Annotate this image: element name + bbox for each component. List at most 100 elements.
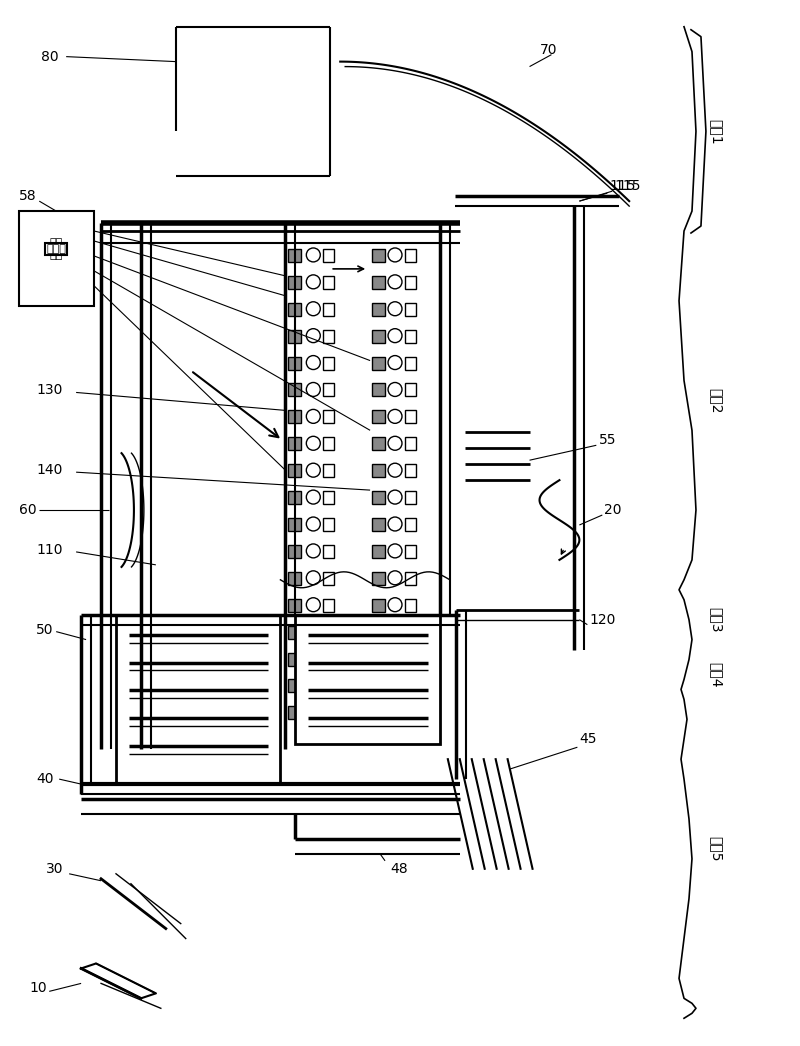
Bar (372, 384, 385, 396)
Bar (372, 249, 385, 262)
Bar (405, 598, 416, 612)
Text: 45: 45 (579, 732, 597, 746)
Bar (372, 276, 385, 289)
Bar (372, 572, 385, 585)
Bar (323, 598, 334, 612)
Bar (405, 384, 416, 396)
Bar (288, 249, 302, 262)
Bar (405, 680, 416, 692)
Text: 区域2: 区域2 (709, 388, 723, 413)
Bar (405, 410, 416, 424)
Text: 80: 80 (42, 49, 59, 64)
Bar (288, 598, 302, 612)
Bar (288, 492, 302, 504)
Bar (372, 357, 385, 369)
Bar (372, 598, 385, 612)
Text: 48: 48 (390, 862, 408, 876)
Text: 10: 10 (30, 981, 47, 996)
Text: 50: 50 (36, 622, 54, 637)
Bar (288, 437, 302, 450)
Bar (288, 680, 302, 692)
Bar (405, 302, 416, 316)
Bar (372, 680, 385, 692)
Text: 115: 115 (610, 179, 636, 194)
Bar (288, 545, 302, 558)
Text: 115: 115 (614, 179, 641, 194)
Text: 控制器: 控制器 (46, 244, 66, 254)
Bar (372, 302, 385, 316)
Text: 58: 58 (19, 189, 37, 203)
Bar (405, 545, 416, 558)
Text: 120: 120 (590, 613, 616, 627)
Bar (288, 706, 302, 720)
Bar (288, 572, 302, 585)
Bar (405, 653, 416, 665)
Bar (323, 357, 334, 369)
Text: 60: 60 (19, 503, 37, 517)
Bar (405, 492, 416, 504)
Text: 区域4: 区域4 (709, 662, 723, 687)
Bar (288, 410, 302, 424)
Text: 区域1: 区域1 (709, 118, 723, 144)
Bar (405, 357, 416, 369)
Bar (288, 653, 302, 665)
Bar (372, 545, 385, 558)
Bar (372, 464, 385, 477)
Bar (323, 276, 334, 289)
Bar (372, 410, 385, 424)
Bar (372, 706, 385, 720)
Bar (405, 437, 416, 450)
Text: 140: 140 (36, 463, 62, 477)
Bar (323, 653, 334, 665)
Bar (405, 464, 416, 477)
Bar (323, 437, 334, 450)
Bar (323, 464, 334, 477)
Text: 55: 55 (599, 433, 617, 448)
Bar (372, 437, 385, 450)
Text: 110: 110 (36, 543, 62, 556)
Bar (323, 680, 334, 692)
Bar (288, 464, 302, 477)
Bar (405, 572, 416, 585)
Bar (323, 384, 334, 396)
Bar (372, 329, 385, 343)
Bar (323, 545, 334, 558)
Bar (405, 518, 416, 531)
Bar (323, 492, 334, 504)
Bar (372, 518, 385, 531)
Bar (323, 572, 334, 585)
Bar (19, 211, 94, 305)
Bar (295, 615, 440, 745)
Bar (323, 249, 334, 262)
Bar (372, 492, 385, 504)
Text: 130: 130 (36, 384, 62, 397)
Bar (288, 357, 302, 369)
Bar (372, 653, 385, 665)
Bar (405, 249, 416, 262)
Bar (323, 410, 334, 424)
Bar (288, 626, 302, 639)
Bar (323, 329, 334, 343)
Text: 70: 70 (539, 43, 557, 56)
Bar (288, 329, 302, 343)
Bar (288, 384, 302, 396)
Bar (323, 302, 334, 316)
Bar (405, 329, 416, 343)
Bar (372, 626, 385, 639)
Bar (405, 706, 416, 720)
Bar (323, 626, 334, 639)
Text: 区域3: 区域3 (709, 607, 723, 633)
Bar (323, 518, 334, 531)
Text: 40: 40 (36, 772, 54, 787)
Text: 30: 30 (46, 862, 64, 876)
Text: 20: 20 (604, 503, 622, 517)
Bar (405, 626, 416, 639)
Bar (288, 302, 302, 316)
Bar (288, 276, 302, 289)
Bar (116, 615, 281, 784)
Text: 区域5: 区域5 (709, 836, 723, 862)
Bar (405, 276, 416, 289)
Bar (288, 518, 302, 531)
Text: 控制
制器: 控制 制器 (50, 238, 63, 259)
Bar (323, 706, 334, 720)
